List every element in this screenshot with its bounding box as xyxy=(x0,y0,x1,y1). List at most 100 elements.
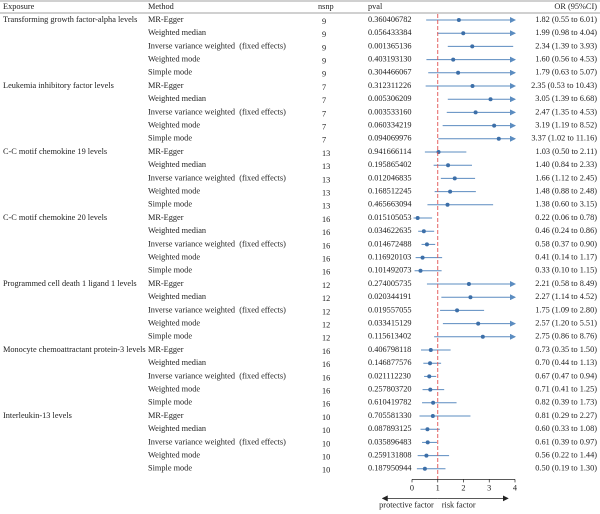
or-label: 1.03 (0.50 to 2.11) xyxy=(536,147,598,156)
method: Weighted mode xyxy=(148,319,200,328)
nsnp: 16 xyxy=(322,347,330,356)
or-point xyxy=(476,321,481,326)
nsnp: 9 xyxy=(322,30,326,39)
exposure: Programmed cell death 1 ligand 1 levels xyxy=(3,279,137,288)
method: Inverse variance weighted (fixed effects… xyxy=(148,305,286,314)
nsnp: 13 xyxy=(322,149,330,158)
pval: 0.406798118 xyxy=(368,345,411,354)
method: Weighted median xyxy=(148,226,207,235)
or-point xyxy=(424,453,429,458)
pval: 0.187950944 xyxy=(368,464,412,473)
pval: 0.015105053 xyxy=(368,213,412,222)
or-label: 1.79 (0.63 to 5.07) xyxy=(535,68,597,77)
nsnp: 12 xyxy=(322,294,330,303)
nsnp: 16 xyxy=(322,400,330,409)
pval: 0.001365136 xyxy=(368,41,412,50)
nsnp: 12 xyxy=(322,334,330,343)
nsnp: 7 xyxy=(322,109,326,118)
nsnp: 16 xyxy=(322,228,330,237)
method: Weighted mode xyxy=(148,187,200,196)
method: Inverse variance weighted (fixed effects… xyxy=(148,239,286,248)
or-point xyxy=(428,348,433,352)
or-point xyxy=(470,84,475,88)
method: Simple mode xyxy=(148,266,192,275)
nsnp: 9 xyxy=(322,43,326,52)
method: Weighted median xyxy=(148,358,207,367)
or-point xyxy=(488,97,493,102)
nsnp: 9 xyxy=(322,57,326,66)
pval: 0.403193130 xyxy=(368,55,412,64)
or-label: 1.66 (1.12 to 2.45) xyxy=(535,173,597,182)
pval: 0.035896483 xyxy=(368,437,412,446)
method: Simple mode xyxy=(148,134,192,143)
method: Weighted mode xyxy=(148,385,200,394)
method: Inverse variance weighted (fixed effects… xyxy=(148,173,286,182)
nsnp: 12 xyxy=(322,321,330,330)
method: Weighted mode xyxy=(148,451,200,460)
pval: 0.034622635 xyxy=(368,226,412,235)
nsnp: 10 xyxy=(322,453,330,462)
or-point xyxy=(418,268,423,273)
method: MR-Egger xyxy=(148,279,184,288)
pval: 0.101492073 xyxy=(368,266,412,275)
pval: 0.168512245 xyxy=(368,187,412,196)
nsnp: 13 xyxy=(322,189,330,198)
or-label: 0.61 (0.39 to 0.97) xyxy=(535,437,597,446)
pval: 0.360406782 xyxy=(368,15,412,24)
nsnp: 13 xyxy=(322,175,330,184)
nsnp: 10 xyxy=(322,466,330,475)
nsnp: 16 xyxy=(322,241,330,250)
nsnp: 10 xyxy=(322,413,330,422)
or-point xyxy=(415,216,420,220)
header: nsnp xyxy=(318,2,334,11)
or-point xyxy=(448,189,453,194)
x-tick-label: 2 xyxy=(461,483,465,492)
or-label: 0.67 (0.47 to 0.94) xyxy=(535,371,597,380)
or-label: 0.46 (0.24 to 0.86) xyxy=(535,226,597,235)
exposure: Interleukin-13 levels xyxy=(3,411,72,420)
x-tick-label: 1 xyxy=(436,483,440,492)
pval: 0.020344191 xyxy=(368,292,412,301)
nsnp: 12 xyxy=(322,307,330,316)
exposure: Monocyte chemoattractant protein-3 level… xyxy=(3,345,146,354)
pval: 0.012046835 xyxy=(368,173,412,182)
method: Weighted mode xyxy=(148,121,200,130)
nsnp: 16 xyxy=(322,268,330,277)
header: pval xyxy=(368,2,383,11)
pval: 0.003533160 xyxy=(368,107,412,116)
or-point xyxy=(445,202,450,207)
header: Method xyxy=(148,2,175,11)
pval: 0.087893125 xyxy=(368,424,412,433)
or-point xyxy=(421,229,426,234)
nsnp: 16 xyxy=(322,373,330,382)
or-point xyxy=(456,18,461,22)
or-point xyxy=(492,123,497,128)
or-point xyxy=(473,110,478,115)
nsnp: 16 xyxy=(322,360,330,369)
method: MR-Egger xyxy=(148,345,184,354)
or-label: 1.38 (0.60 to 3.15) xyxy=(535,200,597,209)
pval: 0.116920103 xyxy=(368,253,411,262)
or-label: 1.82 (0.55 to 6.01) xyxy=(535,15,597,24)
or-point xyxy=(456,70,461,75)
method: Weighted mode xyxy=(148,253,200,262)
nsnp: 7 xyxy=(322,96,326,105)
or-point xyxy=(428,387,433,392)
pval: 0.941666114 xyxy=(368,147,412,156)
or-label: 1.48 (0.88 to 2.48) xyxy=(535,187,597,196)
or-point xyxy=(480,334,485,339)
or-point xyxy=(430,414,435,418)
or-label: 0.22 (0.06 to 0.78) xyxy=(535,213,597,222)
or-label: 2.27 (1.14 to 4.52) xyxy=(535,292,597,301)
method: Weighted median xyxy=(148,292,207,301)
pval: 0.195865402 xyxy=(368,160,412,169)
or-label: 0.60 (0.33 to 1.08) xyxy=(535,424,597,433)
or-label: 0.81 (0.29 to 2.27) xyxy=(535,411,597,420)
method: Simple mode xyxy=(148,464,192,473)
method: Weighted median xyxy=(148,94,207,103)
or-label: 0.71 (0.41 to 1.25) xyxy=(535,385,597,394)
or-label: 2.57 (1.20 to 5.51) xyxy=(535,319,597,328)
or-point xyxy=(496,136,501,141)
method: Inverse variance weighted (fixed effects… xyxy=(148,437,286,446)
pval: 0.259131808 xyxy=(368,451,412,460)
